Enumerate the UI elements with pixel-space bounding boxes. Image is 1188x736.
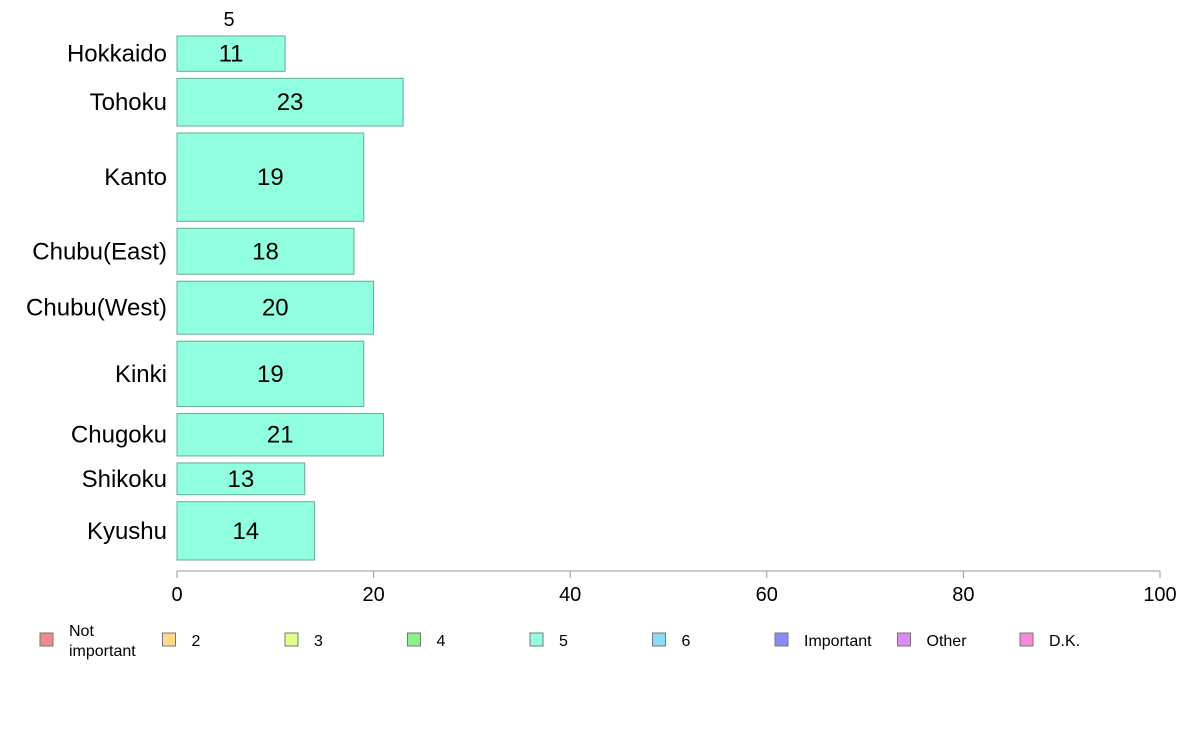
legend-label-line: D.K. — [1049, 633, 1080, 650]
legend-item: 6 — [652, 632, 691, 650]
category-label: Kyushu — [87, 518, 167, 545]
legend-item: D.K. — [1019, 632, 1080, 650]
bar-group-kanto: 19 Kanto — [104, 132, 365, 222]
bar — [176, 501, 316, 561]
bar-group-kyushu: 14 Kyushu — [87, 501, 316, 561]
category-label: Hokkaido — [67, 41, 167, 68]
bar-group-shikoku: 13 Shikoku — [82, 462, 306, 496]
data-label: 23 — [277, 89, 304, 116]
bar-group-tohoku: 23 Tohoku — [90, 77, 404, 127]
x-tick-label: 40 — [559, 584, 581, 606]
bar-group-hokkaido: 11 Hokkaido — [67, 35, 286, 72]
category-label: Kinki — [115, 361, 167, 388]
legend-label: Not important — [69, 623, 136, 660]
legend-item: Other — [897, 632, 968, 650]
bar — [176, 280, 375, 335]
legend-swatch — [407, 632, 421, 647]
legend-label-line: Important — [804, 633, 872, 650]
legend-label: 6 — [682, 633, 691, 650]
legend-label: D.K. — [1049, 633, 1080, 650]
data-label: 19 — [257, 164, 284, 191]
data-label: 13 — [228, 466, 255, 493]
legend-label-line: 2 — [192, 633, 201, 650]
legend-swatch — [39, 632, 54, 647]
legend-item: 5 — [529, 632, 568, 650]
legend-label: 5 — [559, 633, 568, 650]
x-tick-label: 0 — [171, 584, 182, 606]
bar — [176, 227, 355, 275]
category-label: Chugoku — [71, 422, 167, 449]
legend-item: 4 — [407, 632, 446, 650]
data-label: 14 — [232, 518, 259, 545]
data-label: 20 — [262, 295, 289, 322]
legend-swatch — [162, 632, 176, 647]
bar-group-chugoku: 21 Chugoku — [71, 413, 384, 457]
bar — [176, 35, 286, 72]
bar — [176, 413, 384, 457]
legend-swatch — [652, 632, 666, 647]
data-label: 18 — [252, 238, 279, 265]
legend-label: 2 — [192, 633, 201, 650]
legend-item: 2 — [162, 632, 201, 650]
bar — [176, 462, 306, 496]
data-label: 19 — [257, 361, 284, 388]
legend-label-line: Other — [927, 633, 968, 650]
legend-swatch — [1019, 632, 1034, 647]
legend-item: Not important — [39, 623, 136, 660]
legend-label: Important — [804, 633, 872, 650]
bar-group-chubu-east-: 18 Chubu(East) — [32, 227, 355, 275]
x-tick-label: 80 — [952, 584, 974, 606]
category-label: Shikoku — [82, 466, 167, 493]
top-series-label: 5 — [223, 9, 234, 31]
category-label: Chubu(East) — [32, 238, 167, 265]
data-label: 21 — [267, 422, 294, 449]
bar — [176, 132, 365, 222]
bar — [176, 77, 404, 127]
data-label: 11 — [219, 41, 244, 68]
legend-label-line: Not — [69, 623, 94, 640]
bar-group-kinki: 19 Kinki — [115, 340, 365, 408]
legend-label: Other — [927, 633, 968, 650]
category-label: Tohoku — [90, 89, 167, 116]
bar-group-chubu-west-: 20 Chubu(West) — [26, 280, 375, 335]
legend-label-line: 3 — [314, 633, 323, 650]
legend-label: 3 — [314, 633, 323, 650]
bar — [176, 340, 365, 408]
x-tick-label: 20 — [362, 584, 384, 606]
legend-label-line: 5 — [559, 633, 568, 650]
category-label: Chubu(West) — [26, 295, 167, 322]
bars-group: 11 Hokkaido 23 Tohoku 19 Kanto 18 Chubu(East) 20… — [26, 35, 404, 561]
x-tick-label: 60 — [756, 584, 778, 606]
legend-item: 3 — [284, 632, 323, 650]
legend-swatch — [284, 632, 299, 647]
legend-label-line: 6 — [682, 633, 691, 650]
legend-swatch — [529, 632, 544, 647]
legend: Not important 2 3 4 5 6 Important Other D.K. — [39, 623, 1080, 660]
legend-item: Important — [774, 632, 872, 650]
category-label: Kanto — [104, 164, 167, 191]
x-tick-label: 100 — [1143, 584, 1176, 606]
legend-label: 4 — [437, 633, 446, 650]
top-series-label-group: 5 — [223, 9, 234, 31]
legend-label-line: important — [69, 643, 136, 660]
x-axis: 0 20 40 60 80 100 — [171, 570, 1177, 606]
legend-swatch — [897, 632, 911, 647]
legend-swatch — [774, 632, 789, 647]
legend-label-line: 4 — [437, 633, 446, 650]
